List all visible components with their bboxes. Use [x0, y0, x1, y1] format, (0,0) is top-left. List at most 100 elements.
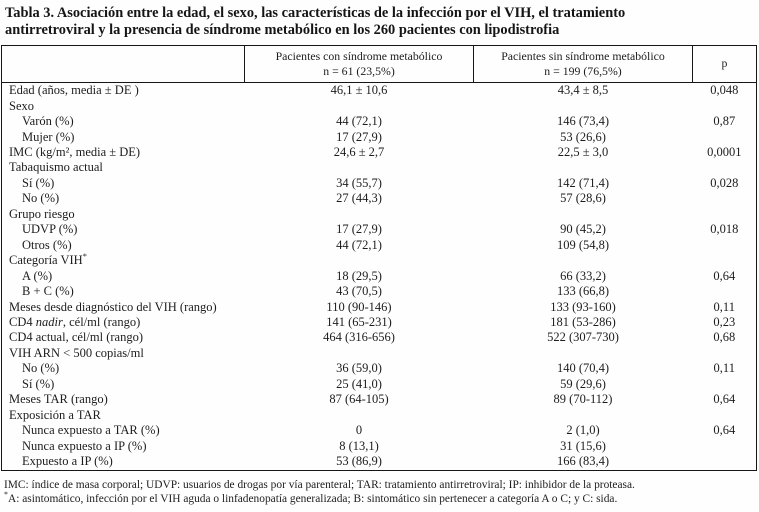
table-row: Expuesto a IP (%) 53 (86,9) 166 (83,4): [2, 454, 757, 470]
row-value-without-ms: 142 (71,4): [556, 175, 610, 190]
row-p-value: 0,64: [713, 423, 736, 438]
table-row: No (%) 27 (44,3) 57 (28,6): [2, 191, 757, 206]
table-row: Grupo riesgo: [2, 207, 757, 222]
row-value-with-ms: 18 (29,5): [336, 268, 382, 283]
row-label: Expuesto a IP (%): [22, 454, 113, 469]
table-row: Nunca expuesto a TAR (%) 0 2 (1,0) 0,64: [2, 423, 757, 438]
row-value-with-ms: 0: [355, 423, 363, 438]
row-label: UDVP (%): [22, 222, 78, 237]
row-value-without-ms: 146 (73,4): [556, 114, 610, 129]
table-row: Nunca expuesto a IP (%) 8 (13,1) 31 (15,…: [2, 439, 757, 454]
row-label: CD4 actual, cél/ml (rango): [9, 330, 143, 345]
row-p-value: [693, 408, 757, 423]
row-p-value: [693, 160, 757, 175]
row-value-with-ms: 34 (55,7): [336, 175, 382, 190]
row-value-with-ms: 24,6 ± 2,7: [333, 145, 385, 159]
row-label: Sexo: [9, 98, 34, 113]
row-value-with-ms: 44 (72,1): [336, 114, 382, 129]
row-value-with-ms: [245, 160, 474, 175]
table-title-line2: antirretroviral y la presencia de síndro…: [5, 22, 560, 39]
row-p-value: 0,68: [713, 330, 736, 345]
row-p-value: [693, 454, 757, 470]
row-value-with-ms: [245, 207, 474, 222]
row-value-without-ms: 31 (15,6): [560, 438, 606, 453]
row-value-without-ms: 66 (33,2): [560, 268, 606, 283]
row-value-without-ms: 166 (83,4): [556, 454, 610, 469]
table-row: CD4 nadir, cél/ml (rango) 141 (65-231) 1…: [2, 315, 757, 330]
row-p-value: 0,64: [713, 392, 736, 407]
row-label-text: CD4: [9, 314, 36, 329]
row-value-with-ms: [245, 408, 474, 423]
table-row: Edad (años, media ± DE ) 46,1 ± 10,6 43,…: [2, 83, 757, 99]
table-row: IMC (kg/m², media ± DE) 24,6 ± 2,7 22,5 …: [2, 145, 757, 160]
row-label: VIH ARN < 500 copias/ml: [9, 345, 144, 360]
row-label: Mujer (%): [22, 129, 75, 144]
footnote-categories: *A: asintomático, infección por el VIH a…: [4, 490, 635, 507]
row-p-value: [693, 346, 757, 361]
row-value-without-ms: 53 (26,6): [560, 129, 606, 144]
row-label: Sí (%): [22, 376, 55, 391]
row-label: No (%): [22, 191, 60, 206]
row-value-with-ms: 25 (41,0): [336, 376, 382, 391]
row-value-with-ms: 141 (65-231): [326, 314, 392, 329]
row-label-text: Categoría VIH: [9, 253, 83, 268]
header-with-syndrome-line2: n = 61 (23,5%): [323, 63, 395, 78]
header-without-syndrome-line2: n = 199 (76,5%): [544, 63, 622, 78]
footnote-asterisk: *: [4, 490, 8, 500]
row-value-without-ms: 22,5 ± 3,0: [557, 145, 609, 159]
row-value-without-ms: 133 (66,8): [556, 284, 610, 299]
row-value-with-ms: 27 (44,3): [336, 191, 382, 206]
row-label: Sí (%): [22, 175, 55, 190]
table-row: Varón (%) 44 (72,1) 146 (73,4) 0,87: [2, 114, 757, 129]
row-value-without-ms: 57 (28,6): [560, 191, 606, 206]
row-label: Categoría VIH*: [2, 251, 245, 268]
table-title: Tabla 3. Asociación entre la edad, el se…: [5, 5, 625, 40]
row-value-with-ms: [245, 253, 474, 268]
row-label-text: , cél/ml (rango): [62, 314, 141, 329]
row-label-italic: nadir: [35, 314, 63, 329]
row-label: Grupo riesgo: [9, 206, 75, 221]
table-title-line1: Tabla 3. Asociación entre la edad, el se…: [5, 5, 626, 21]
footnote-categories-text: A: asintomático, infección por el VIH ag…: [8, 492, 618, 505]
row-label: Exposición a TAR: [9, 407, 101, 422]
table-row: Sexo: [2, 99, 757, 114]
row-value-without-ms: 2 (1,0): [566, 423, 600, 438]
table-row: Meses TAR (rango) 87 (64-105) 89 (70-112…: [2, 392, 757, 407]
table-row: VIH ARN < 500 copias/ml: [2, 346, 757, 361]
row-p-value: 0,11: [713, 361, 735, 376]
row-p-value: [693, 238, 757, 253]
table-row: Categoría VIH*: [2, 251, 757, 268]
table-row: B + C (%) 43 (70,5) 133 (66,8): [2, 284, 757, 299]
row-p-value: [693, 99, 757, 114]
row-label: Meses TAR (rango): [9, 392, 108, 407]
row-value-with-ms: 464 (316-656): [323, 330, 395, 345]
row-label: Otros (%): [22, 237, 72, 252]
row-label: Nunca expuesto a IP (%): [22, 438, 147, 453]
row-value-with-ms: 36 (59,0): [336, 361, 382, 376]
row-label: No (%): [22, 361, 60, 376]
row-label: Meses desde diagnóstico del VIH (rango): [9, 299, 217, 314]
table-row: A (%) 18 (29,5) 66 (33,2) 0,64: [2, 269, 757, 284]
row-p-value: [693, 377, 757, 392]
row-value-without-ms: 109 (54,8): [556, 237, 610, 252]
row-p-value: [693, 253, 757, 268]
row-p-value: 0,028: [710, 175, 739, 190]
row-value-with-ms: 43 (70,5): [336, 284, 382, 299]
row-p-value: 0,23: [713, 314, 736, 329]
header-without-syndrome-line1: Pacientes sin síndrome metabólico: [501, 49, 665, 63]
row-label: Edad (años, media ± DE ): [9, 83, 139, 98]
row-label: CD4 nadir, cél/ml (rango): [2, 315, 245, 330]
table-row: Mujer (%) 17 (27,9) 53 (26,6): [2, 130, 757, 145]
row-p-value: [693, 191, 757, 206]
header-p-value: p: [692, 45, 757, 84]
footnote-marker: *: [82, 251, 87, 262]
row-p-value: [693, 439, 757, 454]
row-value-without-ms: [474, 99, 693, 114]
header-row: Pacientes con síndrome metabólico n = 61…: [1, 45, 757, 84]
header-without-syndrome: Pacientes sin síndrome metabólico n = 19…: [473, 45, 693, 84]
row-value-with-ms: [245, 99, 474, 114]
table-row: Otros (%) 44 (72,1) 109 (54,8): [2, 238, 757, 253]
table-row: Sí (%) 25 (41,0) 59 (29,6): [2, 377, 757, 392]
row-value-without-ms: 140 (70,4): [556, 361, 610, 376]
